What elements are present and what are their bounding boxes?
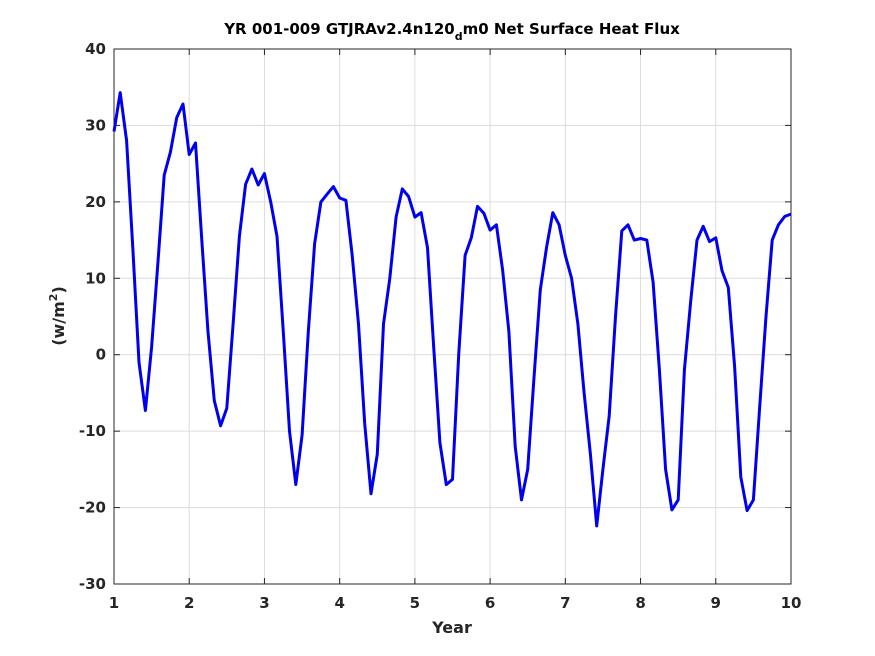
plot-area-frame bbox=[113, 48, 792, 585]
y-tick-label: 40 bbox=[85, 40, 106, 58]
y-tick-label: 10 bbox=[85, 269, 106, 287]
x-tick-label: 5 bbox=[410, 594, 420, 612]
tick-labels: 1 2 3 4 5 6 7 8 9 10 -30 -20 -10 0 10 20 30 40 bbox=[79, 40, 802, 612]
x-tick-label: 3 bbox=[259, 594, 269, 612]
chart-title: YR 001-009 GTJRAv2.4n120dm0 Net Surface … bbox=[223, 20, 680, 43]
series-line bbox=[112, 91, 792, 528]
y-axis-label: (w/m2) bbox=[47, 286, 68, 346]
chart-title-rest: m0 Net Surface Heat Flux bbox=[463, 20, 681, 38]
y-tick-label: -10 bbox=[79, 422, 106, 440]
x-tick-label: 6 bbox=[485, 594, 495, 612]
ticks bbox=[113, 48, 792, 585]
series-group bbox=[112, 91, 792, 528]
y-tick-label: 30 bbox=[85, 116, 106, 134]
y-tick-label: -30 bbox=[79, 575, 106, 593]
x-tick-label: 9 bbox=[711, 594, 721, 612]
chart-title-main: YR 001-009 GTJRAv2.4n120 bbox=[223, 20, 455, 38]
y-tick-label: 20 bbox=[85, 193, 106, 211]
chart-title-subscript: d bbox=[455, 30, 463, 43]
x-tick-label: 10 bbox=[781, 594, 802, 612]
x-axis-label: Year bbox=[431, 618, 472, 637]
x-tick-label: 8 bbox=[635, 594, 645, 612]
x-tick-label: 7 bbox=[560, 594, 570, 612]
y-tick-label: -20 bbox=[79, 499, 106, 517]
y-axis-label-base: (w/m bbox=[49, 301, 68, 346]
y-axis-label-sup: 2 bbox=[47, 294, 60, 302]
x-tick-label: 1 bbox=[109, 594, 119, 612]
x-tick-label: 4 bbox=[334, 594, 344, 612]
x-tick-label: 2 bbox=[184, 594, 194, 612]
y-axis-label-end: ) bbox=[49, 286, 68, 293]
y-tick-label: 0 bbox=[96, 346, 106, 364]
